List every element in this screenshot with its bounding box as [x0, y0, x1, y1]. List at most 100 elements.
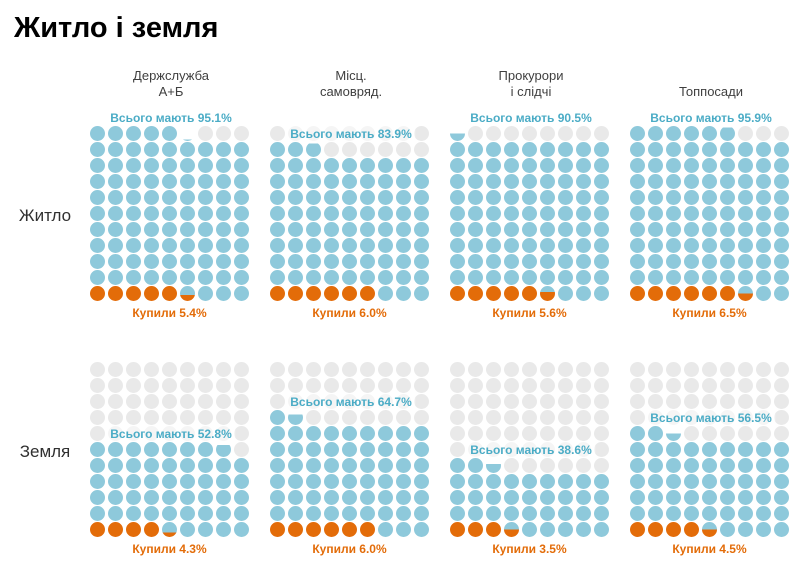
dot: [666, 206, 681, 221]
dot: [198, 254, 213, 269]
dot: [324, 238, 339, 253]
dot: [648, 426, 663, 441]
dot: [162, 522, 177, 537]
dot: [144, 190, 159, 205]
dot: [666, 254, 681, 269]
dot: [594, 378, 609, 393]
dot: [756, 490, 771, 505]
dot: [504, 474, 519, 489]
dot: [216, 270, 231, 285]
dot: [360, 158, 375, 173]
dot: [198, 362, 213, 377]
dot: [720, 426, 735, 441]
dot: [162, 442, 177, 457]
dot: [396, 490, 411, 505]
dot: [594, 174, 609, 189]
dot: [324, 474, 339, 489]
dot: [162, 174, 177, 189]
dot: [342, 142, 357, 157]
dot: [126, 174, 141, 189]
dot: [504, 506, 519, 521]
dot: [396, 426, 411, 441]
dot: [702, 426, 717, 441]
dot: [108, 394, 123, 409]
dot: [162, 238, 177, 253]
dot: [684, 474, 699, 489]
dot: [360, 286, 375, 301]
dot: [450, 506, 465, 521]
dot: [378, 142, 393, 157]
dot: [504, 174, 519, 189]
dot: [414, 394, 429, 409]
dot: [558, 394, 573, 409]
dot: [450, 410, 465, 425]
dot: [414, 238, 429, 253]
dot: [270, 394, 285, 409]
dot: [756, 142, 771, 157]
dot: [306, 238, 321, 253]
dot: [720, 378, 735, 393]
dot: [702, 362, 717, 377]
dot: [108, 142, 123, 157]
dot: [486, 410, 501, 425]
dot: [702, 270, 717, 285]
dot: [180, 206, 195, 221]
dot: [162, 286, 177, 301]
dot: [378, 378, 393, 393]
dot: [108, 158, 123, 173]
dot: [774, 190, 789, 205]
dot: [774, 126, 789, 141]
dot: [324, 142, 339, 157]
dot: [468, 158, 483, 173]
dot: [756, 206, 771, 221]
dot: [414, 378, 429, 393]
dot: [180, 238, 195, 253]
dot: [720, 506, 735, 521]
dot: [126, 362, 141, 377]
dot: [234, 206, 249, 221]
dot: [738, 522, 753, 537]
dot: [504, 394, 519, 409]
dot: [450, 286, 465, 301]
dot: [558, 222, 573, 237]
dot: [738, 362, 753, 377]
dot: [378, 362, 393, 377]
dot: [684, 174, 699, 189]
dot: [396, 238, 411, 253]
dot: [324, 270, 339, 285]
dot: [468, 286, 483, 301]
dot: [270, 362, 285, 377]
dot: [270, 270, 285, 285]
dot: [198, 378, 213, 393]
dot: [756, 190, 771, 205]
dot: [342, 222, 357, 237]
have-percentage-label: Всього мають 83.9%: [287, 126, 415, 142]
dot: [414, 506, 429, 521]
dot: [234, 426, 249, 441]
dot: [684, 238, 699, 253]
dot: [234, 270, 249, 285]
dot: [540, 238, 555, 253]
dot: [630, 174, 645, 189]
dot: [576, 158, 591, 173]
dot: [270, 286, 285, 301]
dot: [558, 378, 573, 393]
dot: [216, 522, 231, 537]
dot: [198, 442, 213, 457]
dot: [576, 286, 591, 301]
dot: [702, 442, 717, 457]
dot: [666, 142, 681, 157]
dot: [522, 506, 537, 521]
dot: [216, 362, 231, 377]
dot: [756, 506, 771, 521]
dot: [324, 190, 339, 205]
dot: [576, 254, 591, 269]
dot: [90, 426, 105, 441]
dot: [774, 254, 789, 269]
dot: [522, 410, 537, 425]
dot: [414, 174, 429, 189]
dot: [738, 126, 753, 141]
dot: [396, 410, 411, 425]
dot: [360, 222, 375, 237]
dot: [684, 142, 699, 157]
